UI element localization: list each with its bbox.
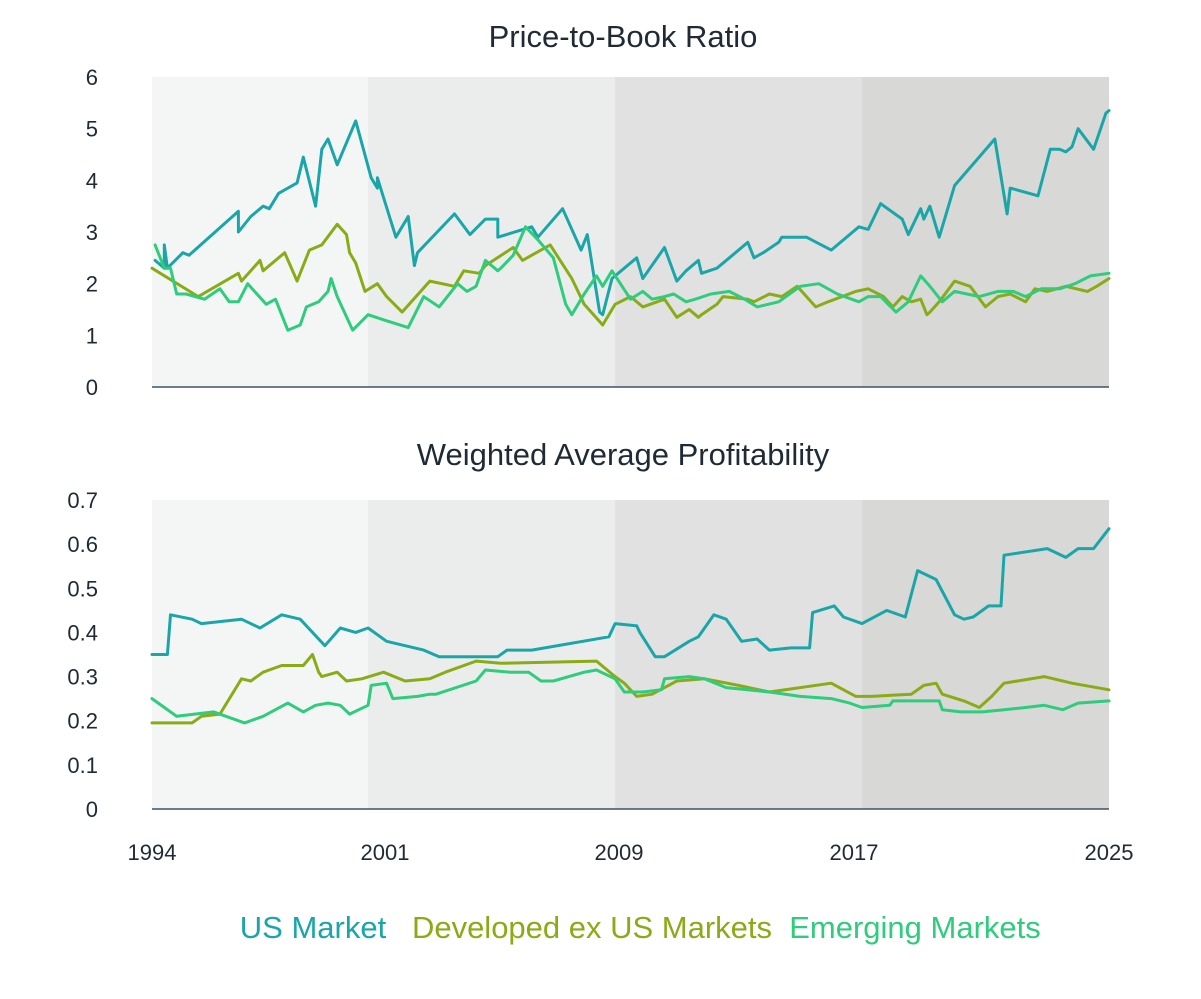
panel-title: Weighted Average Profitability [417,437,830,472]
y-tick-label: 6 [86,65,98,90]
series-lines [150,109,1111,332]
profitability-panel: Weighted Average Profitability 0 0.1 0.2 0.… [67,437,1111,822]
panel-title: Price-to-Book Ratio [489,19,758,54]
y-tick-label: 4 [86,168,98,193]
y-tick-label: 3 [86,220,98,245]
era-band [152,500,369,809]
y-tick-label: 1 [86,323,98,348]
y-tick-label: 0.5 [67,576,98,601]
era-bands [152,77,1109,387]
y-tick-labels: 0 1 2 3 4 5 6 [86,65,98,400]
legend: US Market Developed ex US Markets Emergi… [240,910,1041,945]
legend-us-market: US Market [240,910,387,945]
series-line-us [150,527,1111,659]
y-tick-label: 0.2 [67,709,98,734]
y-tick-label: 0.1 [67,753,98,778]
legend-emerging-markets: Emerging Markets [789,910,1041,945]
x-tick-label: 2025 [1085,840,1134,865]
era-band [368,500,616,809]
x-tick-label: 2017 [830,840,879,865]
y-tick-label: 0 [86,797,98,822]
era-bands [152,500,1109,809]
price-to-book-panel: Price-to-Book Ratio 0 1 2 3 4 5 6 [86,19,1111,400]
x-tick-label: 2001 [361,840,410,865]
y-tick-label: 0.6 [67,532,98,557]
y-tick-label: 0.4 [67,620,98,645]
y-tick-label: 5 [86,117,98,142]
y-tick-label: 2 [86,272,98,297]
y-tick-labels: 0 0.1 0.2 0.3 0.4 0.5 0.6 0.7 [67,488,98,822]
era-band [862,500,1109,809]
era-band [368,77,616,387]
x-tick-label: 1994 [128,840,177,865]
y-tick-label: 0.7 [67,488,98,513]
era-band [615,500,863,809]
series-line-emerging [150,668,1111,725]
x-tick-label: 2009 [595,840,644,865]
y-tick-label: 0.3 [67,665,98,690]
era-band [615,77,863,387]
era-band [152,77,369,387]
x-tick-labels: 1994 2001 2009 2017 2025 [128,840,1134,865]
era-band [862,77,1109,387]
y-tick-label: 0 [86,375,98,400]
legend-developed-ex-us-markets: Developed ex US Markets [412,910,772,945]
series-lines [150,527,1111,725]
series-line-emerging [153,225,1111,332]
series-line-developed [150,653,1111,725]
series-line-developed [150,222,1111,327]
